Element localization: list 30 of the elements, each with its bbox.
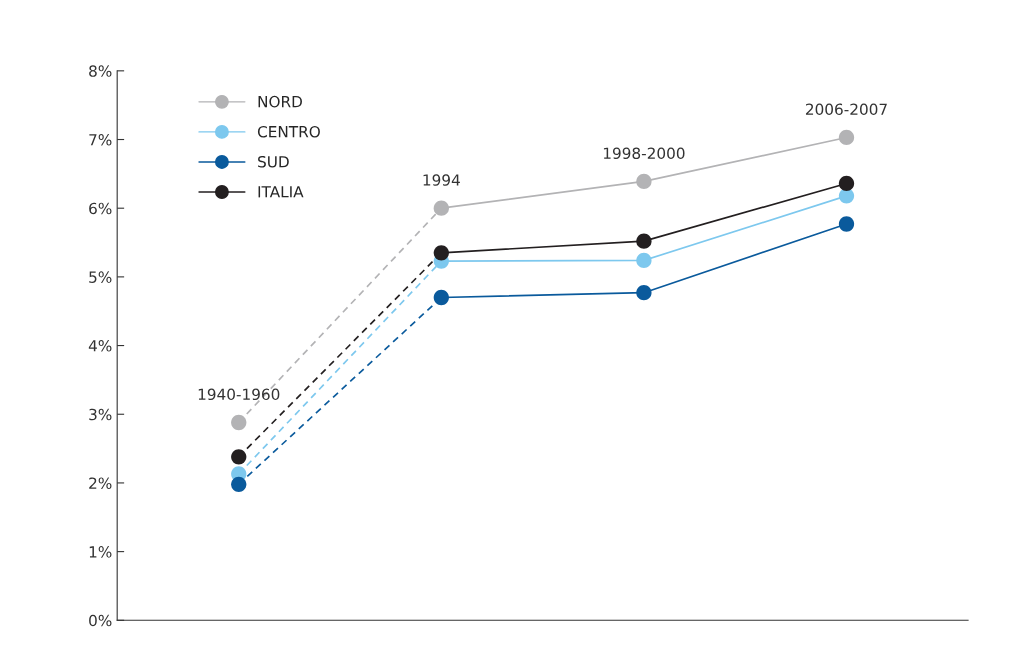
y-tick-label: 4% bbox=[88, 340, 112, 352]
point bbox=[636, 285, 652, 301]
y-tick-label: 3% bbox=[89, 408, 112, 421]
x-tick-label: 1998-2000 bbox=[603, 147, 685, 160]
y-tick-label: 5% bbox=[89, 271, 112, 283]
point bbox=[838, 216, 855, 232]
point bbox=[433, 245, 449, 261]
point bbox=[433, 289, 449, 306]
point bbox=[636, 233, 652, 249]
x-tick-label: 1994 bbox=[423, 174, 460, 186]
point bbox=[231, 449, 247, 465]
y-tick-label: 7% bbox=[89, 133, 112, 146]
y-tick-label: 2% bbox=[89, 477, 112, 489]
y-tick-label: 0% bbox=[89, 614, 112, 627]
legend-label: CENTRO bbox=[257, 125, 320, 138]
point bbox=[636, 252, 652, 269]
point bbox=[636, 173, 652, 190]
y-tick-label: 1% bbox=[89, 546, 112, 558]
y-tick-label: 6% bbox=[89, 202, 112, 215]
legend-label: SUD bbox=[258, 155, 289, 168]
x-tick-label: 2006-2007 bbox=[805, 103, 887, 116]
legend-label: NORD bbox=[258, 95, 302, 108]
point bbox=[231, 476, 247, 492]
x-tick-label: 1940-1960 bbox=[198, 388, 280, 401]
point bbox=[838, 175, 855, 192]
legend-label: ITALIA bbox=[258, 186, 304, 198]
point bbox=[231, 414, 247, 431]
y-tick-label: 8% bbox=[89, 65, 112, 77]
point bbox=[433, 200, 449, 216]
point bbox=[838, 129, 855, 146]
